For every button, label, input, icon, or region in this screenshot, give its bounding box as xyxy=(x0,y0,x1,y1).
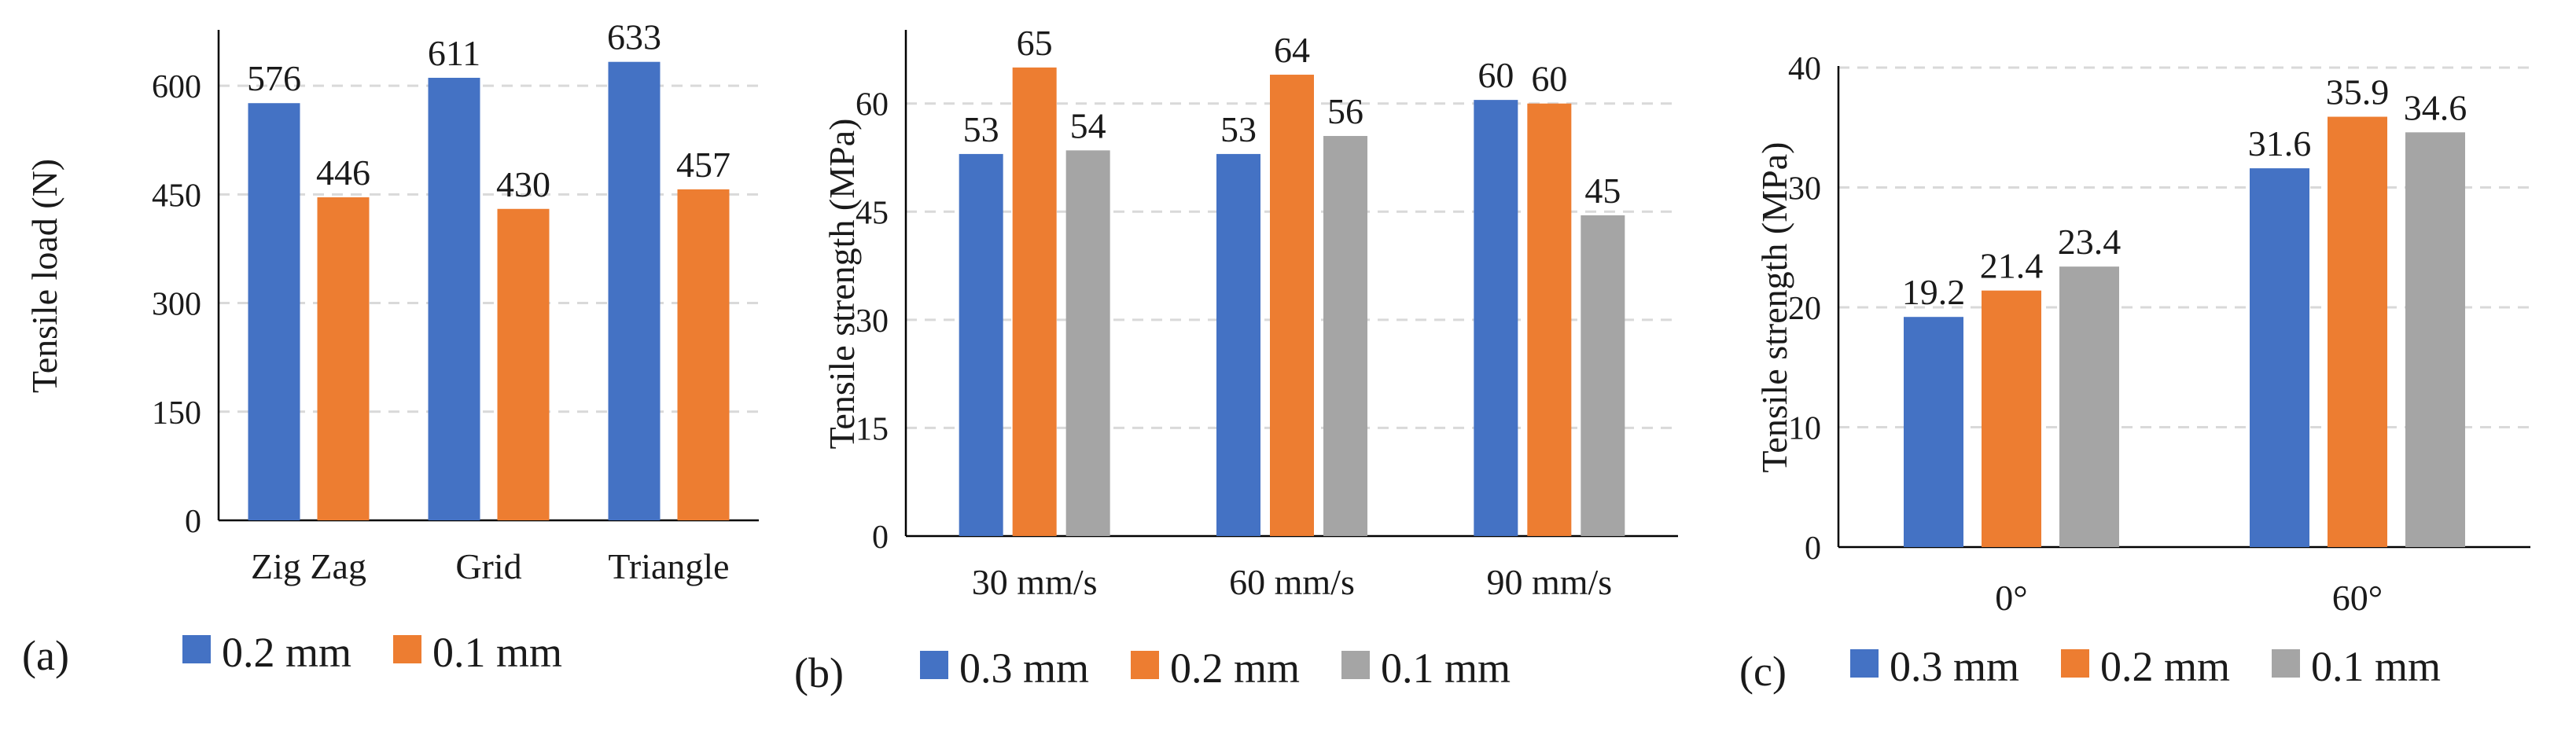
bar-0-2-mm-2 xyxy=(608,61,661,521)
bar-0-3-mm-0 xyxy=(1904,317,1963,547)
x-category-label: 30 mm/s xyxy=(972,562,1098,602)
x-category-label: 90 mm/s xyxy=(1486,562,1612,602)
data-label: 34.6 xyxy=(2404,87,2467,127)
bar-0-1-mm-2 xyxy=(677,189,730,520)
legend-label: 0.1 mm xyxy=(432,629,562,676)
legend-swatch xyxy=(1341,651,1370,679)
bar-0-1-mm-2 xyxy=(1581,215,1625,536)
legend-label: 0.3 mm xyxy=(1890,643,2019,690)
panel-label: (c) xyxy=(1739,648,1787,695)
legend-label: 0.2 mm xyxy=(2100,643,2230,690)
y-tick-label: 10 xyxy=(1788,411,1821,447)
bar-0-2-mm-0 xyxy=(1012,67,1057,537)
x-category-label: 60 mm/s xyxy=(1229,562,1355,602)
x-category-label: 0° xyxy=(1995,578,2027,618)
bar-0-2-mm-0 xyxy=(248,103,300,520)
data-label: 576 xyxy=(247,58,301,98)
y-tick-label: 600 xyxy=(152,69,201,105)
y-tick-label: 15 xyxy=(856,411,889,447)
data-label: 53 xyxy=(1220,109,1257,149)
data-label: 430 xyxy=(496,164,550,204)
data-label: 60 xyxy=(1531,59,1567,99)
legend-label: 0.3 mm xyxy=(959,645,1089,692)
y-tick-label: 150 xyxy=(152,395,201,432)
chart-panel-2: 0 10 20 30 40 Tensile strength (MPa) 0° 19.2 21.… xyxy=(1739,51,2530,695)
legend-swatch xyxy=(1131,651,1159,679)
legend-swatch xyxy=(920,651,948,679)
bar-0-1-mm-0 xyxy=(317,197,370,520)
bar-0-2-mm-1 xyxy=(428,77,480,521)
data-label: 21.4 xyxy=(1980,246,2044,286)
legend-label: 0.1 mm xyxy=(1381,645,1511,692)
y-tick-label: 30 xyxy=(1788,171,1821,208)
legend-swatch xyxy=(393,635,421,663)
bar-0-1-mm-0 xyxy=(1065,150,1110,537)
legend-swatch xyxy=(1850,649,1879,678)
y-tick-label: 45 xyxy=(856,195,889,231)
data-label: 23.4 xyxy=(2058,222,2122,262)
data-label: 633 xyxy=(607,17,661,57)
data-label: 65 xyxy=(1017,23,1053,63)
x-category-label: 60° xyxy=(2332,578,2383,618)
bar-0-2-mm-0 xyxy=(1982,290,2041,547)
bar-0-3-mm-1 xyxy=(2250,168,2309,547)
data-label: 31.6 xyxy=(2248,123,2312,163)
legend-swatch xyxy=(2272,649,2300,678)
bar-0-1-mm-1 xyxy=(2405,132,2465,548)
data-label: 611 xyxy=(428,33,480,73)
bar-0-3-mm-2 xyxy=(1474,100,1518,537)
data-label: 35.9 xyxy=(2326,72,2390,112)
x-category-label: Triangle xyxy=(608,546,729,586)
bar-0-2-mm-2 xyxy=(1527,103,1572,536)
bar-0-2-mm-1 xyxy=(2328,116,2387,547)
data-label: 457 xyxy=(676,145,730,185)
data-label: 54 xyxy=(1070,105,1106,145)
y-axis-title: Tensile load (N) xyxy=(24,159,64,393)
chart-panel-0: 0 150 300 450 600 Tensile load (N) Zig Zag 576 4… xyxy=(22,17,759,679)
data-label: 446 xyxy=(316,152,370,193)
bar-0-1-mm-1 xyxy=(1323,135,1367,536)
data-label: 45 xyxy=(1584,171,1621,211)
legend-swatch xyxy=(2061,649,2089,678)
y-tick-label: 0 xyxy=(185,504,201,540)
legend-label: 0.2 mm xyxy=(1170,645,1300,692)
data-label: 53 xyxy=(963,109,999,149)
y-tick-label: 60 xyxy=(856,87,889,123)
panel-label: (a) xyxy=(22,632,69,679)
panel-label: (b) xyxy=(794,649,844,696)
legend-swatch xyxy=(182,635,211,663)
y-tick-label: 30 xyxy=(856,303,889,340)
bar-0-3-mm-1 xyxy=(1216,153,1260,536)
bar-0-1-mm-0 xyxy=(2059,266,2119,547)
y-tick-label: 20 xyxy=(1788,291,1821,327)
data-label: 56 xyxy=(1327,91,1363,131)
data-label: 60 xyxy=(1478,55,1514,95)
x-category-label: Zig Zag xyxy=(251,546,366,586)
bar-0-2-mm-1 xyxy=(1270,75,1314,537)
legend-label: 0.2 mm xyxy=(222,629,351,676)
x-category-label: Grid xyxy=(455,546,521,586)
bar-0-3-mm-0 xyxy=(959,153,1003,536)
y-tick-label: 0 xyxy=(872,520,889,556)
y-tick-label: 40 xyxy=(1788,51,1821,87)
y-axis-title: Tensile strength (MPa) xyxy=(822,119,862,450)
data-label: 19.2 xyxy=(1902,272,1966,312)
data-label: 64 xyxy=(1274,30,1310,70)
y-axis-title: Tensile strength (MPa) xyxy=(1754,142,1794,473)
y-tick-label: 0 xyxy=(1805,531,1821,567)
bar-0-1-mm-1 xyxy=(497,208,550,520)
y-tick-label: 300 xyxy=(152,287,201,323)
y-tick-label: 450 xyxy=(152,178,201,214)
legend-label: 0.1 mm xyxy=(2311,643,2441,690)
